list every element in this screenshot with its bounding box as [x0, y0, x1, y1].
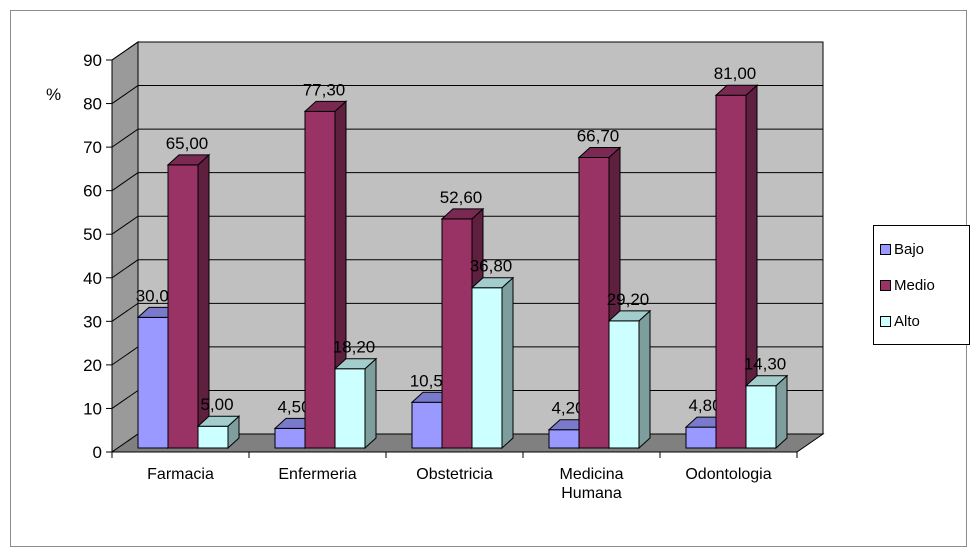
legend-swatch-bajo — [880, 243, 891, 255]
y-tick-label: 20 — [83, 356, 102, 375]
bar-alto — [608, 320, 640, 449]
data-label: 18,20 — [333, 338, 376, 357]
data-label: 36,80 — [470, 257, 513, 276]
legend-item-bajo: Bajo — [880, 239, 924, 259]
bar-side-alto — [364, 357, 377, 450]
bar-bajo — [548, 429, 580, 449]
bar-side-alto — [638, 309, 651, 450]
bar-bajo — [411, 401, 443, 449]
data-label: 52,60 — [440, 188, 483, 207]
bar-top-alto — [470, 277, 515, 289]
bar-medio — [578, 156, 610, 449]
y-tick-label: 0 — [93, 443, 102, 462]
bar-top-medio — [440, 208, 485, 220]
bar-top-alto — [744, 375, 789, 387]
bar-medio — [715, 94, 747, 449]
bar-alto — [334, 368, 366, 449]
legend-swatch-medio — [880, 279, 891, 291]
data-label: 5,00 — [200, 395, 233, 414]
data-label: 4,20 — [551, 399, 584, 418]
y-tick-label: 80 — [83, 95, 102, 114]
data-label: 29,20 — [607, 290, 650, 309]
bar-medio — [167, 164, 199, 449]
gridline — [111, 85, 823, 104]
bar-top-medio — [577, 146, 622, 158]
data-label: 4,80 — [688, 396, 721, 415]
side-wall — [111, 41, 139, 453]
bar-side-alto — [501, 276, 514, 450]
data-label: 14,30 — [744, 355, 787, 374]
gridline — [111, 128, 823, 148]
gridline — [111, 41, 823, 61]
y-tick-label: 70 — [83, 138, 102, 157]
data-label: 77,30 — [303, 80, 346, 99]
bar-bajo — [274, 427, 306, 449]
bar-top-alto — [607, 310, 652, 322]
bar-alto — [745, 385, 777, 449]
bar-alto — [471, 287, 503, 449]
bar-alto — [197, 425, 229, 449]
bar-bajo — [685, 426, 717, 449]
y-axis-label: % — [46, 85, 61, 104]
x-tick-label: Farmacia — [147, 466, 214, 483]
x-tick-label: Medicina — [559, 466, 623, 483]
y-tick-label: 40 — [83, 269, 102, 288]
bar-bajo — [137, 316, 169, 449]
x-tick-label: Odontologia — [685, 466, 771, 483]
bar-top-medio — [166, 154, 211, 166]
legend-label-alto: Alto — [894, 312, 920, 330]
data-label: 81,00 — [714, 64, 757, 83]
data-label: 65,00 — [166, 134, 209, 153]
y-tick-label: 30 — [83, 312, 102, 331]
x-tick-label: Enfermeria — [278, 466, 356, 483]
legend-label-bajo: Bajo — [894, 240, 925, 258]
bar-medio — [304, 110, 336, 449]
bar-side-alto — [775, 374, 788, 450]
legend-swatch-alto — [880, 315, 891, 327]
y-tick-label: 90 — [83, 51, 102, 70]
data-label: 66,70 — [577, 126, 620, 145]
legend-label-medio: Medio — [894, 276, 935, 294]
bar-top-alto — [196, 415, 241, 427]
bar-top-medio — [714, 84, 759, 96]
legend: Bajo Medio Alto — [873, 225, 970, 345]
bar-top-medio — [303, 100, 348, 112]
bar-medio — [441, 218, 473, 449]
y-tick-label: 50 — [83, 225, 102, 244]
y-tick-label: 10 — [83, 399, 102, 418]
y-tick-label: 60 — [83, 182, 102, 201]
x-tick-label: Obstetricia — [416, 466, 493, 483]
legend-item-alto: Alto — [880, 311, 920, 331]
data-label: 4,50 — [277, 397, 310, 416]
x-tick-label: Humana — [561, 485, 622, 502]
legend-item-medio: Medio — [880, 275, 935, 295]
bar-top-alto — [333, 358, 378, 370]
